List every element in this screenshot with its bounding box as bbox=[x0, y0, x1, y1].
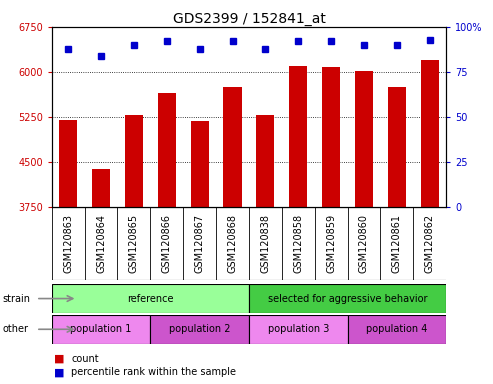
Bar bbox=[289, 66, 307, 207]
Text: strain: strain bbox=[2, 294, 31, 304]
Bar bbox=[223, 87, 242, 207]
Bar bbox=[421, 60, 439, 207]
Text: selected for aggressive behavior: selected for aggressive behavior bbox=[268, 293, 427, 304]
Text: other: other bbox=[2, 324, 29, 334]
Bar bbox=[191, 121, 209, 207]
Text: GSM120858: GSM120858 bbox=[293, 214, 303, 273]
Bar bbox=[256, 115, 275, 207]
Text: count: count bbox=[71, 354, 99, 364]
Text: population 1: population 1 bbox=[70, 324, 132, 334]
Text: percentile rank within the sample: percentile rank within the sample bbox=[71, 367, 237, 377]
Text: GSM120866: GSM120866 bbox=[162, 214, 172, 273]
Text: GSM120865: GSM120865 bbox=[129, 214, 139, 273]
Text: population 2: population 2 bbox=[169, 324, 230, 334]
Text: population 4: population 4 bbox=[366, 324, 427, 334]
Text: GSM120867: GSM120867 bbox=[195, 214, 205, 273]
Text: population 3: population 3 bbox=[268, 324, 329, 334]
Text: GSM120868: GSM120868 bbox=[228, 214, 238, 273]
Bar bbox=[249, 315, 348, 344]
Bar bbox=[348, 315, 446, 344]
Text: GSM120859: GSM120859 bbox=[326, 214, 336, 273]
Bar bbox=[150, 315, 249, 344]
Bar bbox=[158, 93, 176, 207]
Text: GSM120838: GSM120838 bbox=[260, 214, 270, 273]
Bar bbox=[355, 71, 373, 207]
Bar bbox=[92, 169, 110, 207]
Bar bbox=[249, 284, 446, 313]
Text: ■: ■ bbox=[54, 367, 65, 377]
Text: GSM120862: GSM120862 bbox=[425, 214, 435, 273]
Bar bbox=[52, 284, 249, 313]
Text: GSM120860: GSM120860 bbox=[359, 214, 369, 273]
Text: GSM120864: GSM120864 bbox=[96, 214, 106, 273]
Text: GSM120863: GSM120863 bbox=[63, 214, 73, 273]
Text: GSM120861: GSM120861 bbox=[392, 214, 402, 273]
Bar bbox=[388, 87, 406, 207]
Text: ■: ■ bbox=[54, 354, 65, 364]
Title: GDS2399 / 152841_at: GDS2399 / 152841_at bbox=[173, 12, 325, 26]
Bar bbox=[59, 120, 77, 207]
Bar bbox=[125, 115, 143, 207]
Text: reference: reference bbox=[127, 293, 174, 304]
Bar bbox=[322, 67, 340, 207]
Bar bbox=[52, 315, 150, 344]
